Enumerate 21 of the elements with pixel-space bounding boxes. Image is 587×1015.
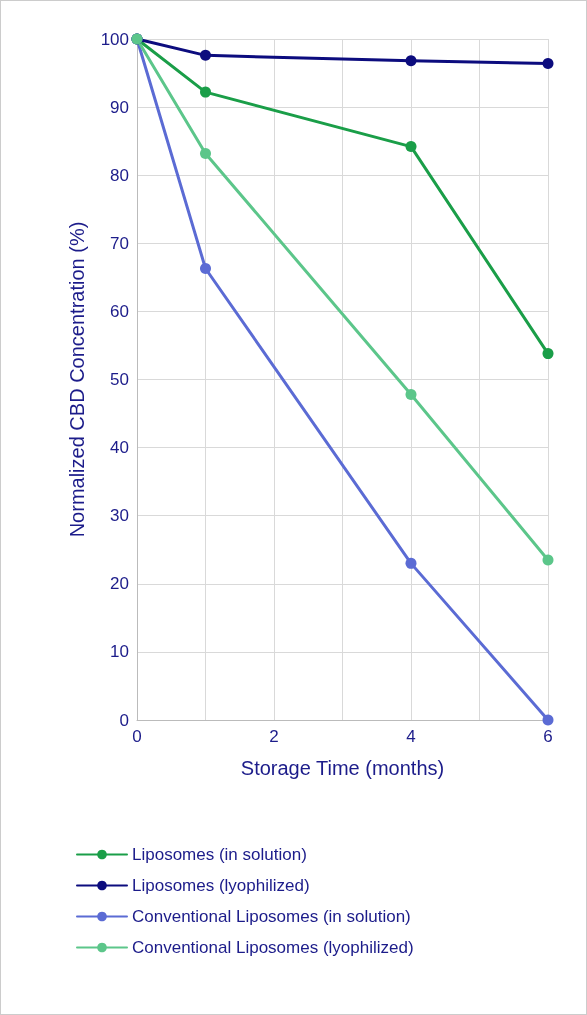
y-tick-label: 0 bbox=[119, 710, 129, 730]
y-tick-label: 40 bbox=[110, 438, 129, 458]
legend-label: Conventional Liposomes (lyophilized) bbox=[132, 938, 414, 957]
y-tick-label: 70 bbox=[110, 233, 129, 253]
x-tick-label: 6 bbox=[543, 727, 553, 746]
x-tick-label: 0 bbox=[132, 727, 142, 746]
y-tick-label: 100 bbox=[100, 29, 129, 49]
y-tick-label: 30 bbox=[110, 506, 129, 526]
legend-label: Liposomes (in solution) bbox=[132, 845, 307, 864]
y-tick-label: 20 bbox=[110, 574, 129, 594]
x-tick-label: 4 bbox=[406, 727, 416, 746]
legend-label: Conventional Liposomes (in solution) bbox=[132, 907, 411, 926]
y-tick-label: 50 bbox=[110, 370, 129, 389]
y-axis-title: Normalized CBD Concentration (%) bbox=[66, 221, 88, 538]
y-tick-label: 80 bbox=[110, 165, 129, 185]
y-tick-label: 10 bbox=[110, 642, 129, 662]
legend-label: Liposomes (lyophilized) bbox=[132, 876, 310, 895]
y-tick-label: 60 bbox=[110, 301, 129, 321]
x-axis-title: Storage Time (months) bbox=[240, 757, 445, 779]
y-tick-label: 90 bbox=[110, 97, 129, 117]
x-tick-label: 2 bbox=[269, 727, 279, 746]
